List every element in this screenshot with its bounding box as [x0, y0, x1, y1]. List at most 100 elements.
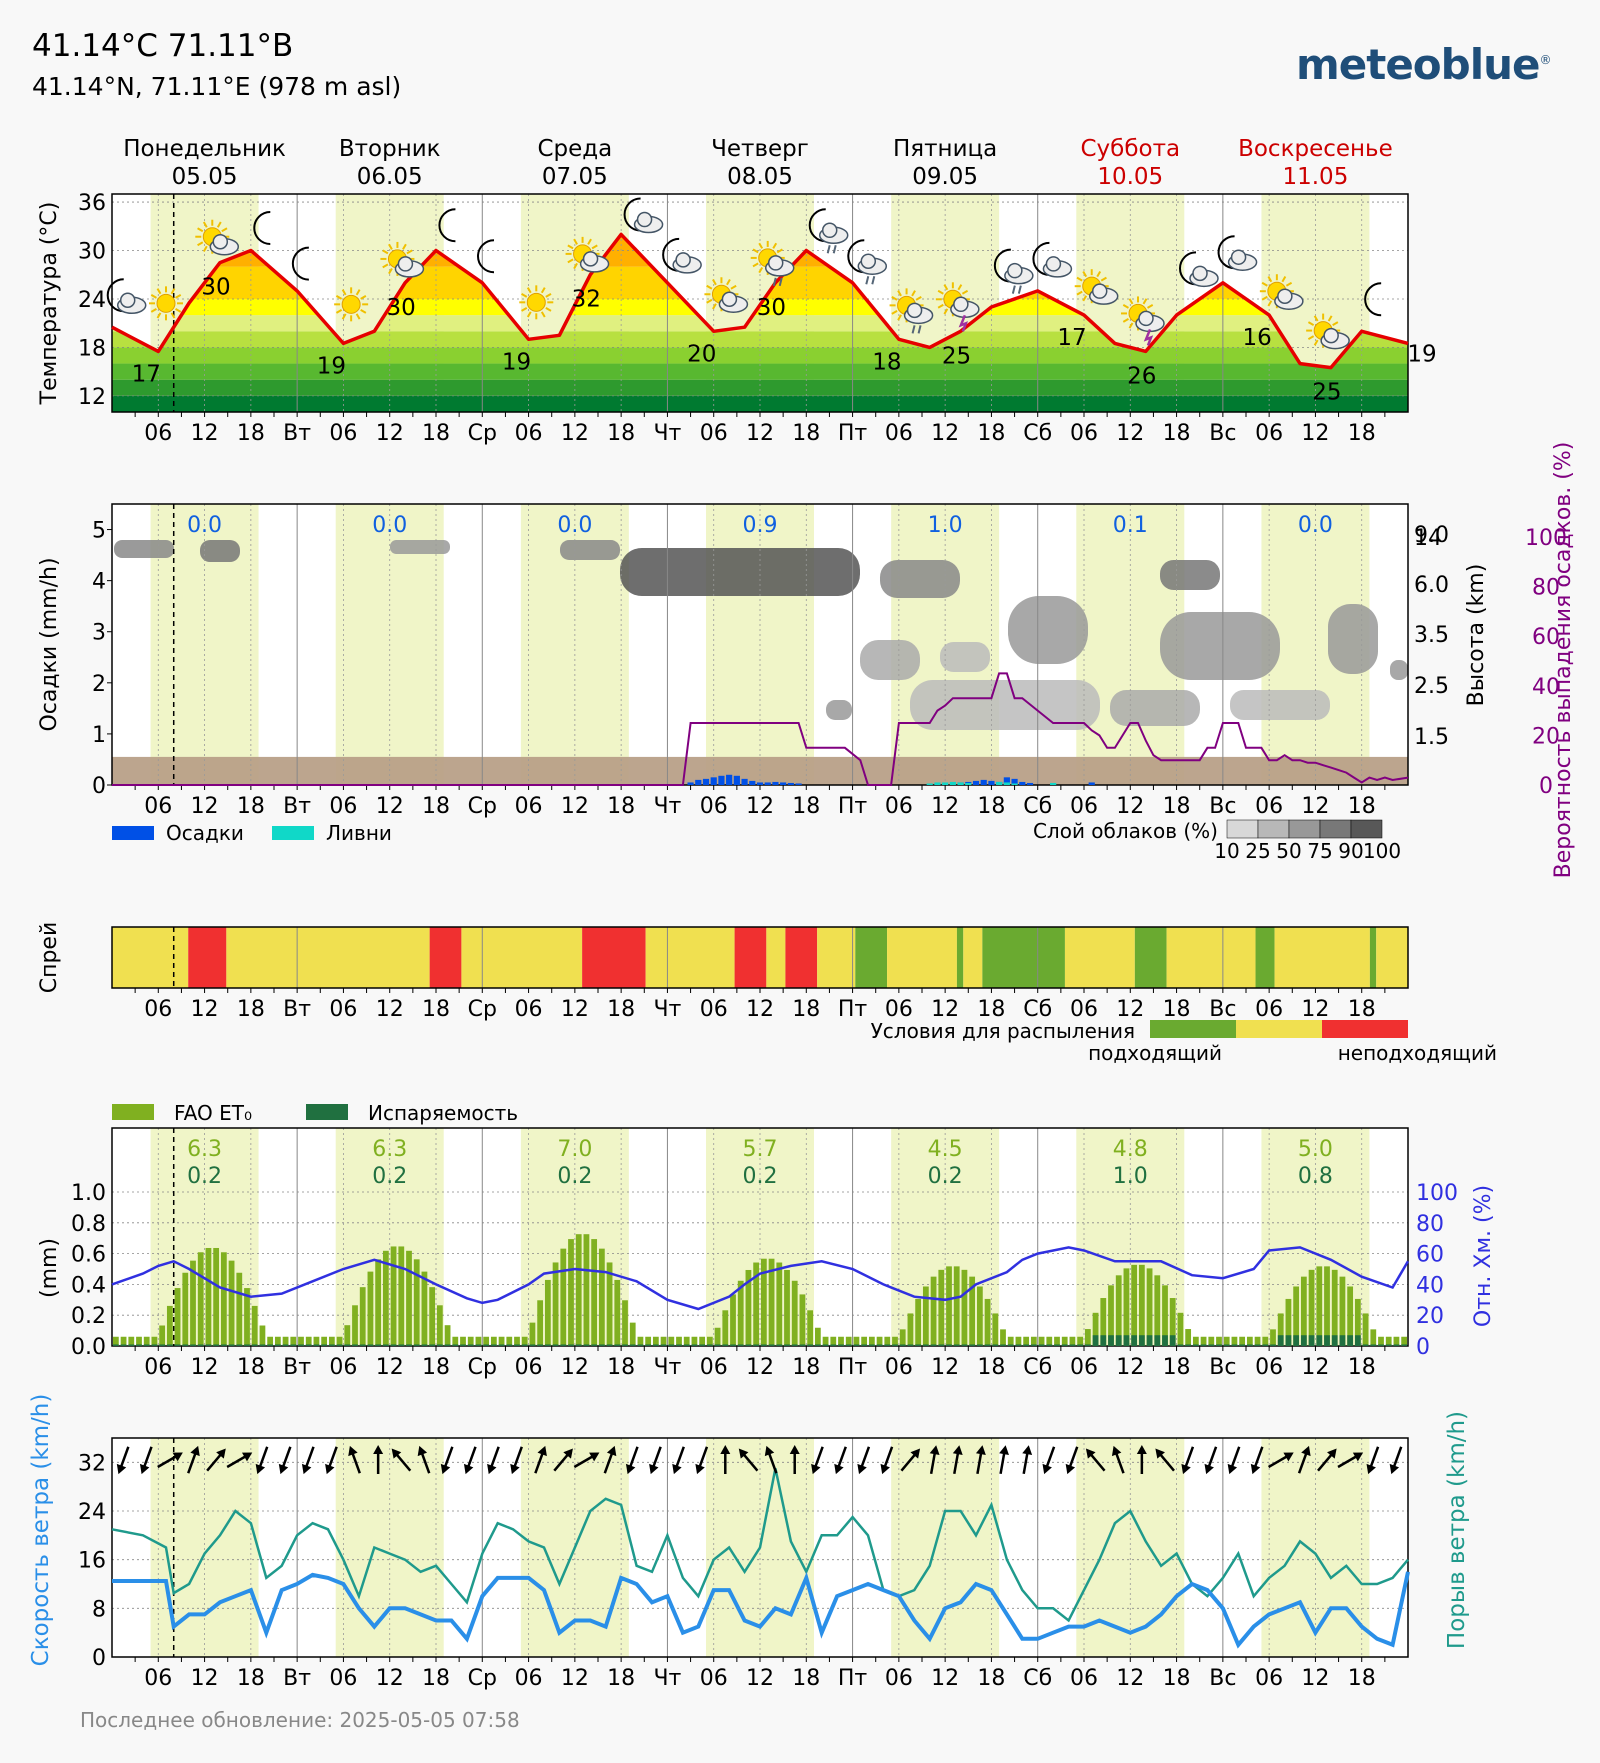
temperature-line: [111, 232, 1409, 370]
x-hour-tick: 12: [931, 794, 959, 819]
x-day-tick: Пт: [838, 1355, 868, 1380]
et0-bar: [799, 1294, 806, 1346]
x-hour-tick: 12: [746, 421, 774, 446]
wind-direction-arrow: [1317, 1448, 1337, 1472]
temperature-panel: 12 18 24 30 36 06 12 18 Вт 06 12 18 Ср 06 12 18 Чт 06 12 18…: [37, 191, 1437, 446]
arrow-head: [116, 1463, 127, 1475]
evapo-y-tick: 1.0: [71, 1181, 106, 1206]
et0-bar: [521, 1336, 528, 1346]
x-hour-tick: 12: [191, 421, 219, 446]
evaporation-bar: [205, 1344, 212, 1346]
evaporation-bar: [220, 1344, 227, 1346]
sun-ray: [1142, 298, 1148, 305]
wind-direction-arrow: [325, 1446, 338, 1475]
spray-segment-good: [956, 927, 964, 988]
et0-bar: [182, 1272, 189, 1346]
x-hour-tick: 12: [561, 794, 589, 819]
et0-bar: [1092, 1312, 1099, 1346]
wind-direction-arrow: [301, 1446, 315, 1475]
wind-direction-arrow: [857, 1446, 871, 1475]
et0-bar: [236, 1272, 243, 1346]
et0-bar: [876, 1336, 883, 1346]
cloud-puff: [1007, 262, 1023, 279]
et0-bar: [159, 1325, 166, 1346]
x-day-tick: Вт: [283, 794, 311, 819]
evaporation-daily-total: 0.2: [187, 1164, 222, 1189]
et0-bar: [591, 1239, 598, 1346]
et0-bar: [1123, 1268, 1130, 1346]
evaporation-bar: [1169, 1335, 1176, 1346]
et0-bar: [1007, 1336, 1014, 1346]
evaporation-bar: [1239, 1344, 1246, 1346]
cloud-puff: [821, 222, 838, 239]
et0-bar: [1370, 1329, 1377, 1346]
et0-bar: [1316, 1266, 1323, 1346]
evaporation-bar: [390, 1344, 397, 1346]
x-hour-tick: 18: [422, 421, 450, 446]
arrow-head: [348, 1445, 358, 1457]
sun-ray: [706, 298, 713, 304]
x-day-tick: Ср: [468, 1666, 497, 1691]
day-date: 09.05: [912, 164, 978, 190]
temperature-max-label: 25: [942, 343, 971, 369]
evaporation-bar: [1146, 1335, 1153, 1346]
et0-bar: [784, 1269, 790, 1346]
et0-bar: [1223, 1336, 1230, 1346]
sun-ray: [156, 312, 162, 319]
x-hour-tick: 12: [746, 997, 774, 1022]
wind-direction-arrow: [880, 1446, 894, 1475]
et0-bar: [645, 1336, 652, 1346]
wind-direction-arrow: [695, 1446, 709, 1475]
x-hour-tick: 06: [700, 1666, 728, 1691]
et0-bar: [1154, 1275, 1161, 1346]
precip-daily-total: 0.9: [743, 513, 778, 538]
humidity-y-tick: 100: [1416, 1181, 1458, 1206]
evaporation-bar: [1108, 1335, 1114, 1346]
legend-rain-label: Осадки: [166, 821, 244, 845]
spray-segment-good: [855, 927, 888, 988]
cloud-puff: [767, 255, 784, 271]
evaporation-bar: [1331, 1335, 1338, 1346]
et0-bar: [321, 1336, 328, 1346]
et0-bar: [1046, 1336, 1053, 1346]
moon-cloud-icon: [662, 237, 702, 274]
et0-bar: [112, 1336, 119, 1346]
et0-bar: [1293, 1286, 1300, 1346]
spray-segment-bad: [582, 927, 646, 988]
wind-y-tick: 24: [78, 1500, 106, 1525]
moon-shape: [438, 208, 456, 243]
brand-logo[interactable]: meteoblue®: [1296, 40, 1552, 89]
spray-segment-mid: [226, 927, 430, 988]
evaporation-bar: [938, 1344, 945, 1346]
spray-segment-bad: [734, 927, 767, 988]
height-y-tick: 6.0: [1414, 573, 1449, 598]
evaporation-bar: [1385, 1344, 1392, 1346]
sun-ray: [1261, 295, 1268, 301]
x-hour-tick: 12: [376, 1355, 404, 1380]
sun-ray: [526, 311, 532, 318]
sun-ray: [526, 287, 532, 294]
cloud-layer-patch: [1328, 604, 1378, 674]
evaporation-bar: [861, 1344, 868, 1346]
et0-bar: [444, 1325, 451, 1346]
x-hour-tick: 18: [1348, 1666, 1376, 1691]
legend-evap-label: Испаряемость: [368, 1101, 518, 1125]
moon-cloud-icon: [623, 197, 664, 234]
et0-bar: [907, 1313, 914, 1346]
arrow-head: [738, 1448, 749, 1459]
rain-bar: [1011, 778, 1018, 785]
evaporation-bar: [1131, 1335, 1138, 1346]
evaporation-bar: [483, 1344, 490, 1346]
arrow-head: [910, 1448, 921, 1459]
temperature-min-label: 19: [502, 349, 531, 375]
sun-ray: [1076, 276, 1083, 282]
evaporation-bar: [259, 1344, 266, 1346]
temperature-min-label: 17: [1057, 325, 1086, 351]
page-title: 41.14°C 71.11°B: [32, 28, 294, 64]
wind-direction-arrow: [553, 1448, 573, 1472]
evaporation-bar: [899, 1344, 906, 1346]
wind-y-tick: 16: [78, 1549, 106, 1574]
evaporation-bar: [1216, 1344, 1222, 1346]
rain-bar: [702, 778, 710, 785]
